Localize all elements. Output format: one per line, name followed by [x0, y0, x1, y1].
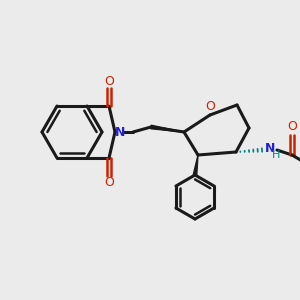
- Text: O: O: [287, 121, 297, 134]
- Polygon shape: [193, 155, 198, 175]
- Text: O: O: [104, 74, 114, 88]
- Polygon shape: [151, 125, 184, 132]
- Text: O: O: [205, 100, 215, 113]
- Text: H: H: [272, 150, 280, 160]
- Text: N: N: [115, 125, 125, 139]
- Text: O: O: [104, 176, 114, 190]
- Text: N: N: [265, 142, 275, 155]
